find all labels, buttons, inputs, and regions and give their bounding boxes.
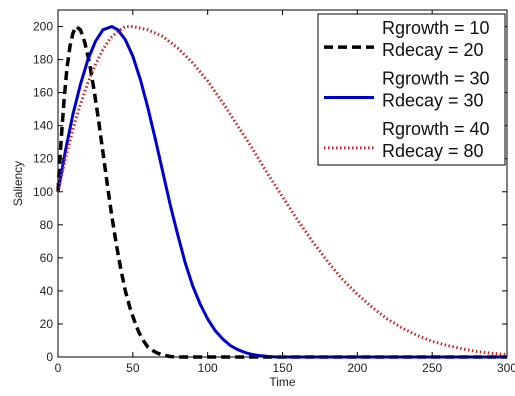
y-tick-label: 160 bbox=[33, 86, 53, 100]
y-tick-label: 0 bbox=[46, 350, 53, 364]
series-line-3 bbox=[56, 25, 508, 357]
series-group bbox=[56, 24, 508, 359]
legend-label: Rgrowth = 30 bbox=[382, 69, 490, 89]
x-tick-label: 200 bbox=[347, 361, 367, 375]
legend-box bbox=[317, 13, 506, 166]
legend-label: Rgrowth = 10 bbox=[382, 18, 490, 38]
y-tick-label: 180 bbox=[33, 53, 53, 67]
axes-group: 0 50 100 150 200 250 300 0 20 40 60 80 100 120 140 160 1… bbox=[33, 9, 515, 375]
y-tick-label: 100 bbox=[33, 185, 53, 199]
y-tick-label: 200 bbox=[33, 20, 53, 34]
y-tick-label: 140 bbox=[33, 119, 53, 133]
series-line-1 bbox=[56, 24, 507, 359]
x-tick-label: 100 bbox=[198, 361, 218, 375]
legend-label: Rdecay = 30 bbox=[382, 91, 484, 111]
x-tick-label: 250 bbox=[422, 361, 442, 375]
y-tick-label: 120 bbox=[33, 152, 53, 166]
series-line-2 bbox=[56, 25, 507, 359]
x-tick-label: 300 bbox=[497, 361, 515, 375]
x-tick-label: 0 bbox=[55, 361, 62, 375]
y-tick-label: 80 bbox=[40, 218, 54, 232]
y-tick-label: 40 bbox=[40, 284, 54, 298]
x-axis-title: Time bbox=[269, 375, 296, 389]
y-tick-label: 60 bbox=[40, 251, 54, 265]
y-axis-title: Saliency bbox=[11, 161, 25, 206]
x-tick-label: 150 bbox=[272, 361, 292, 375]
y-tick-label: 20 bbox=[40, 317, 54, 331]
x-tick-label: 50 bbox=[126, 361, 140, 375]
legend-label: Rdecay = 80 bbox=[382, 141, 484, 161]
legend-label: Rgrowth = 40 bbox=[382, 119, 490, 139]
legend-label: Rdecay = 20 bbox=[382, 40, 484, 60]
